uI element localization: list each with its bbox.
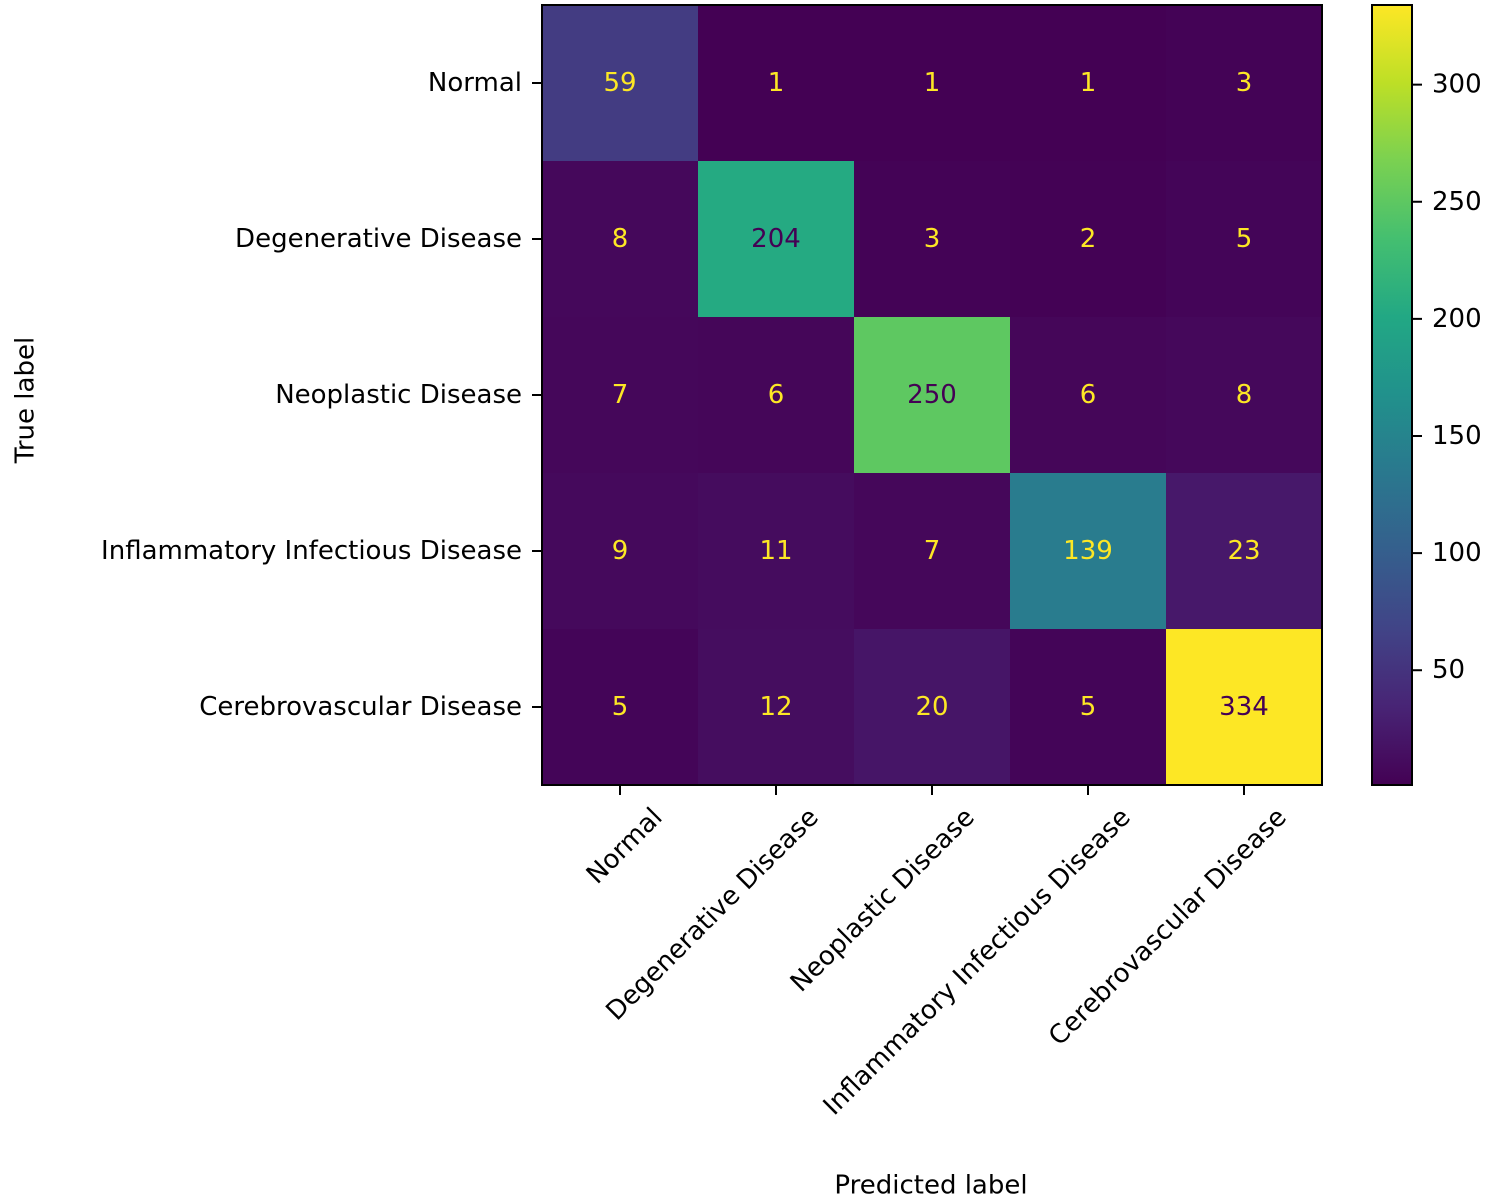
- heatmap-cell: [854, 317, 1011, 474]
- heatmap-cell: [542, 629, 699, 786]
- cell-value-label: 3: [924, 224, 941, 254]
- heatmap-cell: [542, 317, 699, 474]
- cell-value-label: 334: [1219, 692, 1269, 722]
- colorbar-tick-label: 150: [1432, 421, 1482, 451]
- heatmap-cell: [854, 161, 1011, 318]
- y-tick-label: Normal: [428, 68, 522, 98]
- heatmap-cell: [542, 161, 699, 318]
- heatmap-cell: [1010, 317, 1167, 474]
- x-tick-label: Inflammatory Infectious Disease: [818, 802, 1137, 1121]
- colorbar-ticks: 50 100 150 200 250 300: [1412, 70, 1482, 685]
- heatmap-cell: [1166, 473, 1323, 630]
- cell-value-label: 1: [768, 68, 785, 98]
- heatmap-cell: [542, 5, 699, 162]
- heatmap-cell: [854, 473, 1011, 630]
- cell-value-label: 5: [612, 692, 629, 722]
- heatmap-cell: [1010, 473, 1167, 630]
- cell-value-label: 1: [924, 68, 941, 98]
- cell-value-label: 11: [759, 536, 792, 566]
- y-tick-label: Cerebrovascular Disease: [199, 692, 522, 722]
- cell-value-label: 5: [1080, 692, 1097, 722]
- heatmap-cell: [1010, 629, 1167, 786]
- cell-value-label: 5: [1236, 224, 1253, 254]
- x-tick-label: Normal: [581, 802, 669, 890]
- cell-value-label: 1: [1080, 68, 1097, 98]
- cell-value-label: 7: [924, 536, 941, 566]
- cell-value-label: 6: [1080, 380, 1097, 410]
- x-axis-title: Predicted label: [834, 1171, 1027, 1201]
- colorbar-tick-label: 50: [1432, 655, 1465, 685]
- colorbar-tick-label: 100: [1432, 538, 1482, 568]
- colorbar-frame: [1371, 4, 1413, 786]
- cell-value-label: 2: [1080, 224, 1097, 254]
- colorbar-tick-label: 300: [1432, 70, 1482, 100]
- heatmap-cell: [1010, 161, 1167, 318]
- cell-value-label: 20: [915, 692, 948, 722]
- cell-value-labels: 59 1 1 1 38 204 3 2 57 6 250 6 89 11 7 139 235 12 20 5 334: [603, 68, 1268, 722]
- colorbar-tick-label: 200: [1432, 304, 1482, 334]
- heatmap-cell: [698, 317, 855, 474]
- cell-value-label: 12: [759, 692, 792, 722]
- y-tick-label: Degenerative Disease: [235, 224, 522, 254]
- cell-value-label: 59: [603, 68, 636, 98]
- heatmap-cell: [1166, 317, 1323, 474]
- cell-value-label: 6: [768, 380, 785, 410]
- heatmap-cell: [542, 473, 699, 630]
- heatmap-cell: [854, 629, 1011, 786]
- cell-value-label: 7: [612, 380, 629, 410]
- cell-value-label: 8: [612, 224, 629, 254]
- heatmap-cell: [1166, 5, 1323, 162]
- cell-value-label: 250: [907, 380, 957, 410]
- colorbar-tick-label: 250: [1432, 187, 1482, 217]
- cell-value-label: 9: [612, 536, 629, 566]
- cell-value-label: 8: [1236, 380, 1253, 410]
- heatmap-cells: [542, 5, 1323, 786]
- y-tick-label: Neoplastic Disease: [275, 380, 522, 410]
- heatmap-cell: [698, 629, 855, 786]
- heatmap-cell: [854, 5, 1011, 162]
- y-axis: Normal Degenerative Disease Neoplastic Dis…: [101, 68, 542, 722]
- y-tick-label: Inflammatory Infectious Disease: [101, 536, 522, 566]
- heatmap-cell: [698, 473, 855, 630]
- heatmap-cell: [1166, 629, 1323, 786]
- heatmap-cell: [1010, 5, 1167, 162]
- cell-value-label: 139: [1063, 536, 1113, 566]
- heatmap-cell: [698, 161, 855, 318]
- cell-value-label: 23: [1227, 536, 1260, 566]
- cell-value-label: 3: [1236, 68, 1253, 98]
- heatmap-cell: [698, 5, 855, 162]
- colorbar: [1372, 5, 1412, 785]
- y-axis-title: True label: [11, 337, 41, 464]
- heatmap-cell: [1166, 161, 1323, 318]
- cell-value-label: 204: [751, 224, 801, 254]
